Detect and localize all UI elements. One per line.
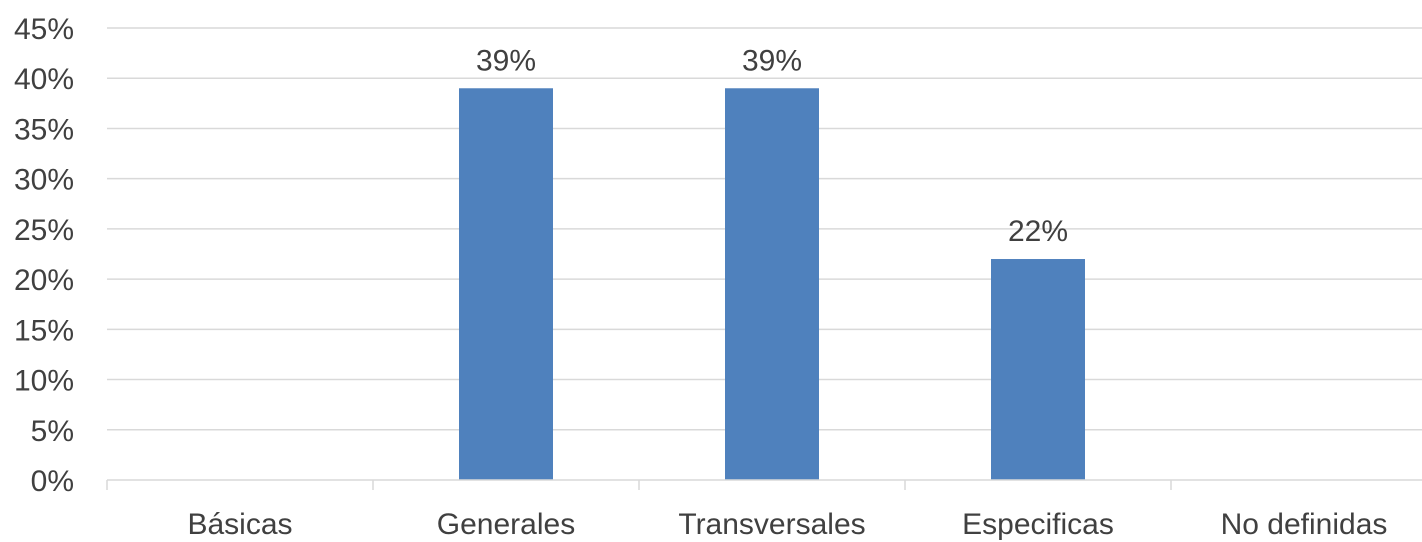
x-axis: Básicas Generales Transversales Especificas… — [106, 479, 1422, 541]
x-category-label: Especificas — [962, 508, 1114, 541]
data-labels: 39% 39% 22% — [476, 44, 1068, 248]
bar — [991, 259, 1085, 480]
x-category-label: Generales — [437, 508, 575, 541]
y-tick-label: 30% — [14, 164, 74, 197]
y-tick-label: 35% — [14, 113, 74, 146]
y-tick-label: 5% — [31, 415, 74, 448]
data-label: 39% — [476, 44, 536, 77]
data-label: 22% — [1008, 215, 1068, 248]
y-tick-label: 40% — [14, 63, 74, 96]
y-tick-label: 10% — [14, 365, 74, 398]
bars — [459, 88, 1085, 481]
bar — [459, 88, 553, 481]
y-tick-label: 0% — [31, 465, 74, 498]
x-category-label: Básicas — [187, 508, 292, 541]
y-axis-ticks: 0% 5% 10% 15% 20% 25% 30% 35% 40% 45% — [14, 13, 74, 498]
data-label: 39% — [742, 44, 802, 77]
y-tick-label: 45% — [14, 13, 74, 46]
y-tick-label: 20% — [14, 264, 74, 297]
y-tick-label: 15% — [14, 314, 74, 347]
bar — [725, 88, 819, 481]
y-tick-label: 25% — [14, 214, 74, 247]
x-category-label: Transversales — [678, 508, 865, 541]
x-category-label: No definidas — [1221, 508, 1388, 541]
